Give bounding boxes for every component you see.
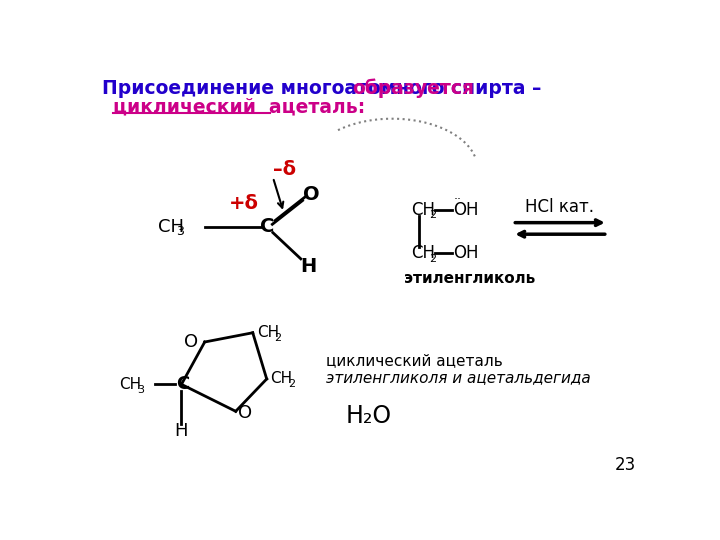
Text: CH: CH (412, 200, 436, 219)
Text: C: C (176, 375, 189, 393)
Text: CH: CH (120, 377, 142, 392)
Text: O: O (184, 333, 199, 351)
Text: OH: OH (454, 200, 479, 219)
Text: CH: CH (271, 372, 293, 387)
Text: ··: ·· (454, 193, 462, 206)
Text: 3: 3 (138, 384, 144, 395)
Text: этиленгликоль: этиленгликоль (404, 271, 535, 286)
Text: 2: 2 (429, 254, 436, 264)
Text: 2: 2 (274, 333, 282, 343)
Text: циклический  ацеталь:: циклический ацеталь: (113, 98, 366, 117)
Text: C: C (259, 217, 274, 236)
Text: OH: OH (454, 245, 479, 262)
Text: O: O (303, 185, 320, 204)
Text: циклический ацеталь: циклический ацеталь (326, 354, 503, 368)
Text: O: O (238, 404, 252, 422)
Text: HCl кат.: HCl кат. (525, 198, 594, 216)
Text: этиленгликоля и ацетальдегида: этиленгликоля и ацетальдегида (326, 370, 591, 386)
Text: +δ: +δ (228, 194, 258, 213)
Text: CH: CH (412, 245, 436, 262)
Text: 23: 23 (615, 456, 636, 475)
Text: H: H (300, 257, 317, 276)
Text: CH: CH (256, 325, 279, 340)
Text: H₂O: H₂O (346, 403, 392, 428)
Text: Присоединение многоатомного спирта –: Присоединение многоатомного спирта – (102, 79, 547, 98)
Text: H: H (175, 422, 188, 440)
Text: 3: 3 (176, 225, 184, 238)
Text: CH: CH (158, 218, 184, 235)
Text: –δ: –δ (273, 160, 296, 179)
Text: образуется: образуется (352, 79, 474, 98)
Text: 2: 2 (289, 379, 295, 389)
Text: 2: 2 (429, 210, 436, 220)
